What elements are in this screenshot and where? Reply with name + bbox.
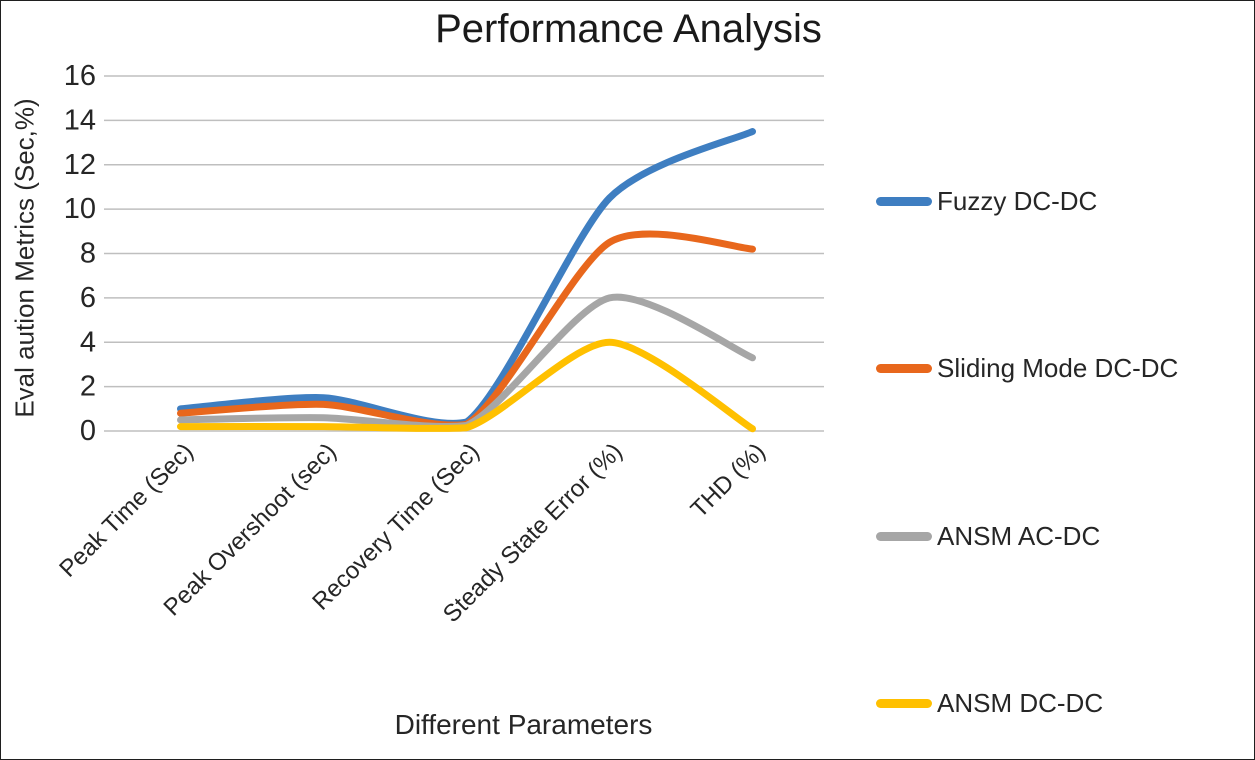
chart-legend: Fuzzy DC-DC Sliding Mode DC-DC ANSM AC-DC A… <box>876 1 1254 759</box>
x-category-label-group: Peak Time (Sec) <box>54 438 199 583</box>
y-tick-label: 8 <box>80 238 96 270</box>
y-tick-label: 16 <box>64 60 96 92</box>
series-line-sliding-mode-dc-dc <box>177 230 756 429</box>
legend-label: Fuzzy DC-DC <box>937 185 1098 216</box>
legend-item: Sliding Mode DC-DC <box>876 353 1179 384</box>
y-tick-label: 4 <box>80 326 96 358</box>
x-category-label: THD (%) <box>686 438 771 523</box>
legend-label: ANSM DC-DC <box>937 688 1104 718</box>
x-category-label-group: THD (%) <box>686 438 771 523</box>
legend-label: Sliding Mode DC-DC <box>937 353 1179 383</box>
legend-label: ANSM AC-DC <box>937 520 1101 551</box>
chart-title: Performance Analysis <box>435 7 822 51</box>
y-tick-label: 10 <box>64 193 96 225</box>
legend-item: ANSM DC-DC <box>876 688 1104 719</box>
x-category-label: Peak Time (Sec) <box>54 438 199 583</box>
y-tick-label: 14 <box>64 104 96 136</box>
legend-line-swatch <box>876 699 932 708</box>
legend-line-swatch <box>876 196 932 206</box>
y-tick-label: 2 <box>80 371 96 403</box>
legend-line-swatch <box>876 531 932 541</box>
y-tick-label: 6 <box>80 282 96 314</box>
legend-item: Fuzzy DC-DC <box>876 186 1097 216</box>
legend-item: ANSM AC-DC <box>876 521 1100 551</box>
y-tick-label: 0 <box>80 415 96 447</box>
x-axis-title: Different Parameters <box>394 709 653 740</box>
legend-line-swatch <box>876 364 932 373</box>
y-tick-label: 12 <box>64 149 96 181</box>
series-line-fuzzy-dc-dc <box>177 128 756 427</box>
series-line-ansm-dc-dc <box>177 338 756 433</box>
